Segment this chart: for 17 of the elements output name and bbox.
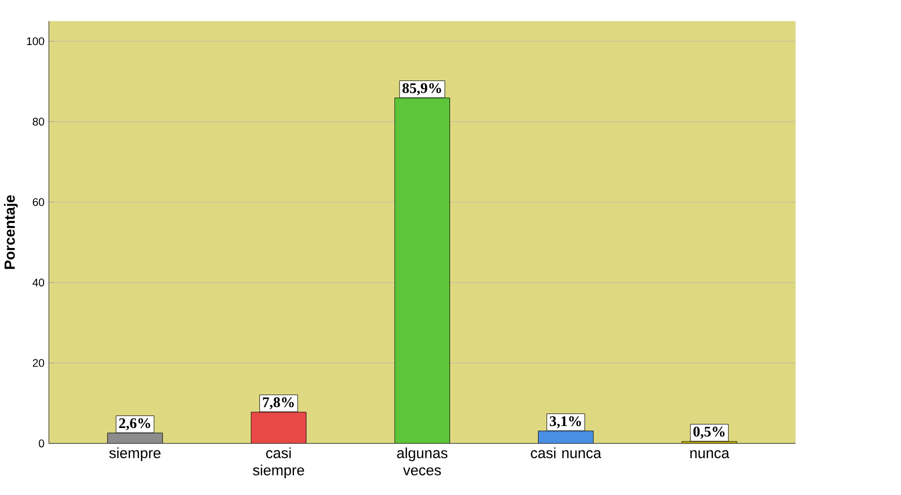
y-tick-label: 40 — [32, 278, 44, 287]
x-tick-label: siempre — [109, 448, 160, 462]
x-tick-label: algunas veces — [397, 448, 448, 476]
x-tick-label: nunca — [690, 450, 730, 458]
data-label: 3,1% — [550, 416, 581, 428]
y-tick-label: 100 — [27, 37, 44, 46]
data-label: 7,8% — [262, 397, 294, 410]
y-tick-label: 20 — [32, 359, 44, 367]
data-label: 0,5% — [693, 426, 725, 439]
y-tick-label: 0 — [38, 440, 44, 448]
data-label: 2,6% — [119, 418, 150, 430]
x-tick-label: casi siempre — [252, 448, 304, 478]
data-label: 85,9% — [402, 83, 442, 96]
y-tick-label: 60 — [32, 198, 44, 206]
x-tick-label: casi nunca — [530, 448, 602, 458]
y-tick-label: 80 — [32, 118, 44, 126]
y-axis-title: Porcentaje — [4, 195, 18, 269]
